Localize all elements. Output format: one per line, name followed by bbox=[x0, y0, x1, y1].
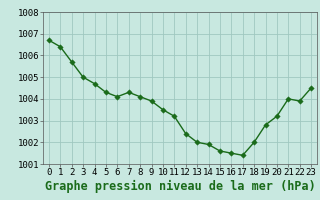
X-axis label: Graphe pression niveau de la mer (hPa): Graphe pression niveau de la mer (hPa) bbox=[44, 180, 316, 193]
